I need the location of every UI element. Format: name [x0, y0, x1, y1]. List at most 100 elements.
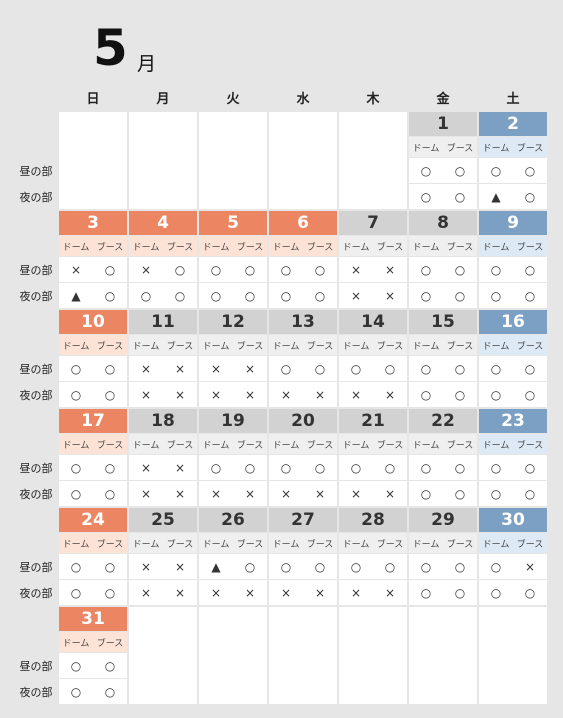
availability: ○	[70, 460, 82, 475]
date-cell: 26	[199, 508, 267, 532]
weekday-header: 火	[226, 91, 240, 107]
date-cell: 21	[339, 409, 407, 433]
venue-label: ドーム	[412, 440, 440, 451]
sub-row	[129, 533, 197, 553]
availability: ○	[420, 486, 432, 501]
venue-label: ドーム	[62, 440, 90, 451]
availability: ○	[280, 460, 292, 475]
availability: ○	[454, 262, 466, 277]
venue-label: ブース	[166, 539, 194, 550]
venue-label: ブース	[166, 341, 194, 352]
venue-label: ブース	[96, 341, 124, 352]
availability: ×	[210, 387, 222, 402]
availability: ○	[70, 387, 82, 402]
availability: ×	[140, 460, 152, 475]
availability: ○	[280, 361, 292, 376]
session-row	[409, 184, 477, 209]
availability: ○	[454, 460, 466, 475]
session-row	[59, 382, 127, 407]
session-row	[199, 481, 267, 506]
sub-row	[129, 434, 197, 454]
availability: ▲	[491, 189, 501, 204]
session-row	[199, 455, 267, 480]
availability: ○	[104, 361, 116, 376]
date-cell: 23	[479, 409, 547, 433]
venue-label: ドーム	[62, 539, 90, 550]
availability: ○	[350, 460, 362, 475]
venue-label: ブース	[306, 242, 334, 253]
sub-row	[269, 236, 337, 256]
availability: ○	[524, 460, 536, 475]
session-label: 昼の部	[19, 164, 53, 178]
availability: ×	[384, 486, 396, 501]
empty-day	[339, 112, 407, 209]
venue-label: ブース	[446, 440, 474, 451]
availability: ○	[70, 684, 82, 699]
availability: ○	[210, 460, 222, 475]
availability: ○	[490, 486, 502, 501]
date-cell: 2	[479, 112, 547, 136]
session-label: 夜の部	[19, 586, 53, 600]
venue-label: ブース	[376, 440, 404, 451]
availability: ×	[280, 486, 292, 501]
availability: ○	[490, 460, 502, 475]
session-label: 夜の部	[19, 289, 53, 303]
session-row	[59, 653, 127, 678]
empty-day	[269, 112, 337, 209]
date-cell: 7	[339, 211, 407, 235]
session-row	[59, 679, 127, 704]
session-row	[339, 554, 407, 579]
date-cell: 10	[59, 310, 127, 334]
availability: ○	[420, 460, 432, 475]
session-label: 昼の部	[19, 362, 53, 376]
session-row	[409, 455, 477, 480]
availability: ○	[104, 460, 116, 475]
month-number: 5	[93, 19, 128, 77]
availability: ×	[174, 460, 186, 475]
availability: ○	[420, 559, 432, 574]
session-label: 昼の部	[19, 461, 53, 475]
availability: ×	[174, 585, 186, 600]
availability: ×	[384, 288, 396, 303]
venue-label: ブース	[96, 242, 124, 253]
availability: ×	[280, 387, 292, 402]
date-cell: 6	[269, 211, 337, 235]
venue-label: ドーム	[342, 440, 370, 451]
venue-label: ドーム	[132, 440, 160, 451]
availability: ○	[524, 262, 536, 277]
date-cell: 20	[269, 409, 337, 433]
date-cell: 30	[479, 508, 547, 532]
date-cell: 22	[409, 409, 477, 433]
availability: ○	[454, 288, 466, 303]
availability: ×	[384, 262, 396, 277]
venue-label: ブース	[96, 440, 124, 451]
availability: ×	[140, 559, 152, 574]
session-row	[269, 481, 337, 506]
month-unit: 月	[137, 52, 157, 75]
availability: ○	[244, 262, 256, 277]
session-row	[59, 283, 127, 308]
availability: ○	[314, 559, 326, 574]
session-row	[199, 283, 267, 308]
availability: ○	[104, 585, 116, 600]
venue-label: ドーム	[62, 242, 90, 253]
session-label: 夜の部	[19, 685, 53, 699]
date-cell: 3	[59, 211, 127, 235]
availability: ×	[384, 585, 396, 600]
session-label: 夜の部	[19, 190, 53, 204]
date-cell: 29	[409, 508, 477, 532]
weekday-header: 土	[506, 91, 520, 107]
availability: ○	[140, 288, 152, 303]
date-cell: 8	[409, 211, 477, 235]
venue-label: ドーム	[132, 242, 160, 253]
availability: ×	[210, 585, 222, 600]
date-cell: 1	[409, 112, 477, 136]
availability: ○	[350, 559, 362, 574]
availability: ○	[350, 361, 362, 376]
session-row	[409, 158, 477, 183]
venue-label: ブース	[516, 341, 544, 352]
availability: ○	[104, 658, 116, 673]
date-cell: 18	[129, 409, 197, 433]
availability: ○	[524, 361, 536, 376]
sub-row	[409, 533, 477, 553]
